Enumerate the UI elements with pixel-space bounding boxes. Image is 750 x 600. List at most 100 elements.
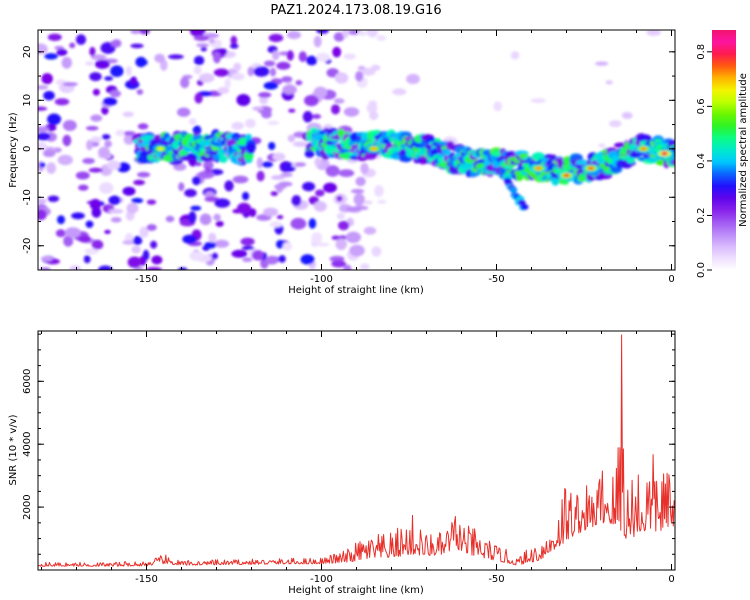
heatmap-cell — [125, 65, 132, 76]
heatmap-cell — [110, 217, 122, 223]
heatmap-cell — [313, 86, 328, 99]
heatmap-cell — [376, 35, 387, 41]
heatmap-cell — [671, 159, 675, 166]
heatmap-cell — [101, 106, 109, 115]
heatmap-cell — [329, 255, 345, 262]
heatmap-cell — [130, 43, 144, 49]
heatmap-cell — [200, 46, 207, 52]
heatmap-cell — [335, 238, 347, 251]
heatmap-x-tick-label: -100 — [310, 274, 333, 285]
heatmap-cell — [233, 62, 242, 72]
heatmap-cell — [137, 171, 151, 178]
heatmap-cell — [189, 251, 204, 261]
heatmap-cell — [270, 175, 286, 180]
heatmap-cell — [90, 54, 107, 61]
heatmap-cell — [198, 73, 215, 83]
heatmap-cell — [282, 242, 293, 251]
heatmap-cell — [302, 111, 313, 123]
heatmap-cell — [195, 161, 202, 167]
snr-plot-area — [38, 331, 675, 570]
heatmap-cell — [43, 90, 55, 101]
snr-y-tick-label: 2000 — [22, 494, 33, 519]
heatmap-cell — [298, 51, 307, 63]
heatmap-cell — [267, 120, 280, 125]
heatmap-cell — [38, 142, 48, 151]
heatmap-cell — [595, 61, 609, 66]
heatmap-cell — [101, 134, 111, 140]
heatmap-cell — [229, 43, 239, 49]
heatmap-cell — [41, 73, 53, 85]
heatmap-cell — [104, 229, 111, 234]
heatmap-cell — [349, 244, 365, 257]
heatmap-cell — [224, 78, 231, 89]
heatmap-hotspot — [535, 166, 542, 171]
heatmap-cell — [248, 208, 257, 218]
heatmap-cell — [214, 198, 231, 208]
heatmap-cell — [137, 123, 149, 130]
heatmap-cell — [107, 160, 121, 171]
snr-x-tick-label: 0 — [668, 574, 674, 585]
heatmap-cell — [231, 121, 244, 130]
heatmap-cell — [626, 157, 636, 164]
heatmap-cell — [520, 204, 529, 210]
heatmap-cell — [217, 87, 230, 94]
heatmap-cell — [38, 209, 47, 221]
heatmap-cell — [306, 55, 318, 66]
heatmap-cell — [276, 61, 291, 70]
heatmap-cell — [286, 50, 294, 61]
heatmap-cell — [194, 92, 203, 104]
heatmap-cell — [130, 76, 138, 86]
heatmap-cell — [213, 68, 230, 77]
heatmap-cell — [263, 60, 276, 67]
heatmap-cell — [177, 107, 191, 117]
heatmap-cell — [263, 207, 279, 217]
heatmap-cell — [355, 176, 366, 187]
heatmap-cell — [258, 92, 272, 98]
heatmap-cell — [110, 40, 120, 47]
heatmap-cell — [62, 82, 78, 87]
colorbar: 0.0 0.2 0.4 0.6 0.8 Normalized spectral ampl… — [696, 30, 749, 278]
heatmap-cell — [82, 158, 95, 164]
heatmap-x-tick-label: 0 — [668, 274, 674, 285]
heatmap-cell — [530, 98, 546, 103]
heatmap-cell — [130, 30, 141, 34]
heatmap-cell — [304, 95, 319, 107]
heatmap-cell — [94, 59, 110, 69]
heatmap-cell — [371, 246, 382, 257]
heatmap-cell — [126, 202, 139, 214]
heatmap-cell — [85, 126, 99, 131]
heatmap-cell — [88, 167, 103, 173]
heatmap-cell — [302, 181, 316, 192]
heatmap-cell — [331, 235, 341, 241]
heatmap-y-ticks: -20 -10 0 10 20 — [22, 45, 675, 271]
heatmap-cell — [54, 98, 70, 106]
heatmap-cell — [295, 80, 303, 86]
heatmap-cell — [371, 64, 381, 71]
heatmap-cell — [146, 224, 157, 231]
colorbar-tick-label: 0.6 — [696, 98, 707, 114]
heatmap-cell — [188, 118, 197, 125]
heatmap-cell — [325, 165, 340, 177]
heatmap-cell — [38, 132, 51, 141]
heatmap-cell — [269, 67, 277, 77]
heatmap-cell — [57, 154, 73, 166]
heatmap-cell — [331, 260, 347, 268]
heatmap-cell — [139, 30, 150, 35]
heatmap-cell — [91, 239, 104, 250]
heatmap-hotspot — [563, 173, 570, 178]
heatmap-cell — [55, 229, 66, 238]
heatmap-cell — [182, 234, 197, 244]
heatmap-y-tick-label: 10 — [22, 94, 33, 107]
heatmap-cell — [270, 191, 278, 197]
heatmap-cell — [39, 267, 51, 270]
heatmap-cell — [471, 171, 480, 177]
heatmap-cell — [104, 140, 112, 148]
heatmap-cell — [598, 143, 606, 148]
heatmap-cell — [38, 126, 50, 133]
heatmap-cell — [192, 176, 201, 186]
heatmap-cell — [268, 33, 284, 43]
heatmap-cell — [263, 81, 278, 90]
heatmap-cell — [274, 184, 287, 190]
heatmap-cell — [62, 134, 72, 147]
